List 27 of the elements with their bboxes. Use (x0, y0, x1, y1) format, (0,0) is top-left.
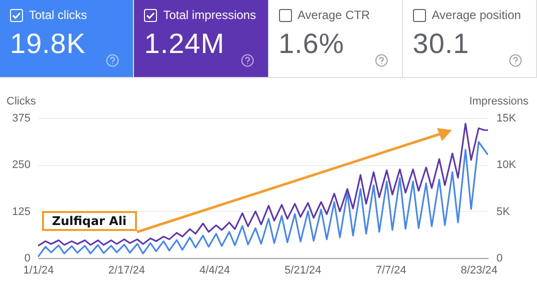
x-tick-label: 5/21/24 (284, 264, 322, 276)
text: Total clicks (29, 8, 88, 22)
y-tick-label: 0 (24, 252, 30, 264)
x-tick-label: 4/4/24 (199, 264, 230, 276)
y2-tick-label: 0 (496, 252, 503, 264)
x-tick-label: 1/1/24 (23, 264, 54, 276)
y-tick-label: 250 (12, 159, 30, 172)
text: 19.8K (10, 28, 87, 60)
text: 1.6% (278, 28, 346, 60)
y2-axis-title: Impressions (469, 96, 529, 108)
text: 1.24M (144, 28, 226, 60)
y-tick-label: 375 (12, 112, 30, 124)
line-series (38, 122, 488, 247)
y2-tick-label: 5K (496, 206, 511, 218)
y2-tick-label: 15K (496, 112, 517, 124)
y-tick-label: 125 (12, 206, 30, 218)
x-tick-label: 2/17/24 (108, 264, 145, 276)
line-series (38, 141, 488, 258)
text: Average CTR (298, 8, 370, 22)
annotation: Zulfiqar Ali (42, 211, 137, 231)
y-axis-title: Clicks (6, 96, 36, 108)
text: 30.1 (412, 28, 470, 60)
text: Average position (432, 8, 521, 22)
x-tick-label: 8/23/24 (460, 264, 498, 276)
x-tick-label: 7/7/24 (376, 264, 406, 276)
text: Total impressions (163, 8, 256, 22)
y2-tick-label: 10K (496, 159, 517, 172)
